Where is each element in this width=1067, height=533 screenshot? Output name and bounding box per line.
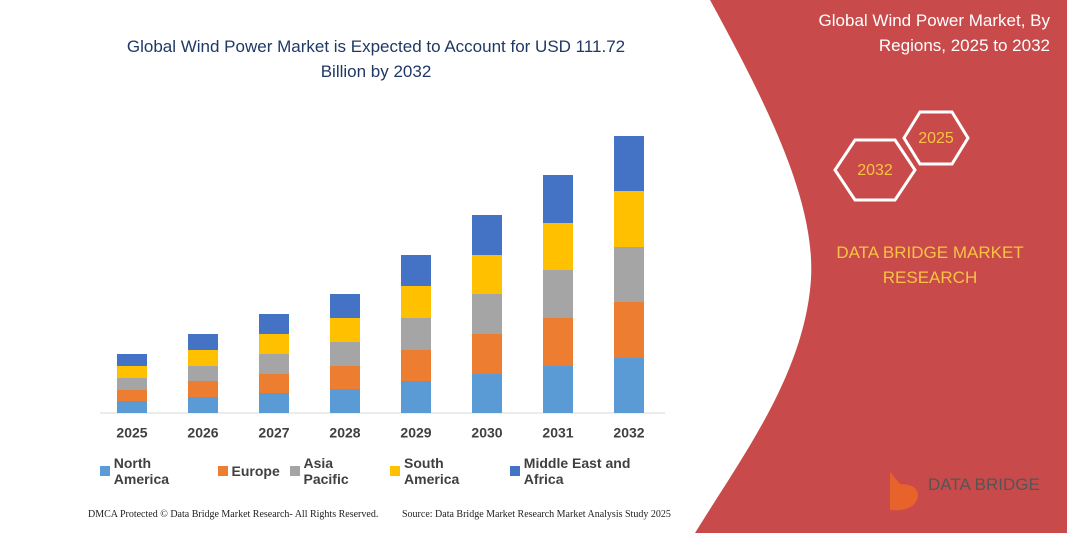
bar-segment <box>543 270 573 318</box>
bar-segment <box>259 334 289 354</box>
bar-segment <box>401 350 431 381</box>
logo-text: DATA BRIDGE <box>928 475 1040 494</box>
bar-segment <box>188 350 218 366</box>
bar-segment <box>259 374 289 393</box>
bar-segment <box>259 393 289 413</box>
legend-swatch <box>217 466 228 476</box>
bar-segment <box>472 215 502 255</box>
x-tick-label: 2027 <box>258 425 289 441</box>
bar-segment <box>117 366 147 378</box>
bar-segment <box>330 294 360 318</box>
legend-swatch <box>390 466 401 476</box>
hex-label: 2025 <box>918 130 954 147</box>
bar-segment <box>330 342 360 366</box>
legend-label: Middle East and Africa <box>523 455 631 487</box>
x-tick-label: 2029 <box>400 425 431 441</box>
brand: DATA BRIDGE MARKET RESEARCH <box>836 243 1024 287</box>
bar-segment <box>472 294 502 334</box>
bar-segment <box>188 366 218 381</box>
bar-segment <box>401 318 431 350</box>
legend-label: Asia Pacific <box>303 455 349 487</box>
legend: North America Europe Asia Pacific South Ame… <box>100 455 670 487</box>
legend-label: South America <box>404 455 460 487</box>
bar-segment <box>614 358 644 413</box>
bar-segment <box>472 374 502 413</box>
x-tick-label: 2025 <box>116 425 147 441</box>
bar-segment <box>117 401 147 413</box>
hex-label: 2032 <box>857 162 893 179</box>
bar-segment <box>259 354 289 374</box>
bar-segment <box>543 366 573 413</box>
logo-icon <box>890 472 918 511</box>
legend-item: Europe <box>217 455 280 487</box>
bar-segment <box>614 136 644 191</box>
bar-segment <box>188 334 218 350</box>
bar-segment <box>117 390 147 401</box>
legend-item: South America <box>390 455 500 487</box>
bar-segment <box>401 381 431 413</box>
bar-segment <box>472 334 502 374</box>
legend-swatch <box>100 466 110 476</box>
x-tick-label: 2031 <box>542 425 573 441</box>
hexagon <box>902 110 970 166</box>
bar-segment <box>117 378 147 390</box>
bar-segment <box>614 191 644 247</box>
legend-item: Asia Pacific <box>289 455 381 487</box>
legend-item: North America <box>100 455 208 487</box>
bar-segment <box>543 175 573 223</box>
hexagon <box>833 138 917 202</box>
panel-title: Global Wind Power Market, By Regions, 20… <box>818 11 1050 55</box>
bar-segment <box>401 286 431 318</box>
footer-left: DMCA Protected © Data Bridge Market Rese… <box>88 509 379 520</box>
bar-segment <box>614 302 644 358</box>
bar-segment <box>401 255 431 286</box>
legend-swatch <box>289 466 300 476</box>
x-tick-label: 2030 <box>471 425 502 441</box>
bar-segment <box>259 314 289 334</box>
x-tick-label: 2028 <box>329 425 360 441</box>
bar-segment <box>614 247 644 302</box>
bar-segment <box>330 389 360 413</box>
x-tick-label: 2032 <box>613 425 644 441</box>
footer-right: Source: Data Bridge Market Research Mark… <box>402 509 671 520</box>
legend-item: Middle East and Africa <box>510 455 670 487</box>
bar-segment <box>543 318 573 366</box>
bar-segment <box>330 366 360 389</box>
side-panel <box>695 0 1067 533</box>
legend-label: Europe <box>231 463 280 479</box>
bar-segment <box>188 397 218 413</box>
bar-segment <box>472 255 502 294</box>
bar-segment <box>117 354 147 366</box>
chart-title: Global Wind Power Market is Expected to … <box>126 37 626 81</box>
x-tick-label: 2026 <box>187 425 218 441</box>
bar-segment <box>188 381 218 397</box>
bar-segment <box>330 318 360 342</box>
legend-label: North America <box>113 455 170 487</box>
legend-swatch <box>510 466 520 476</box>
bar-segment <box>543 223 573 270</box>
